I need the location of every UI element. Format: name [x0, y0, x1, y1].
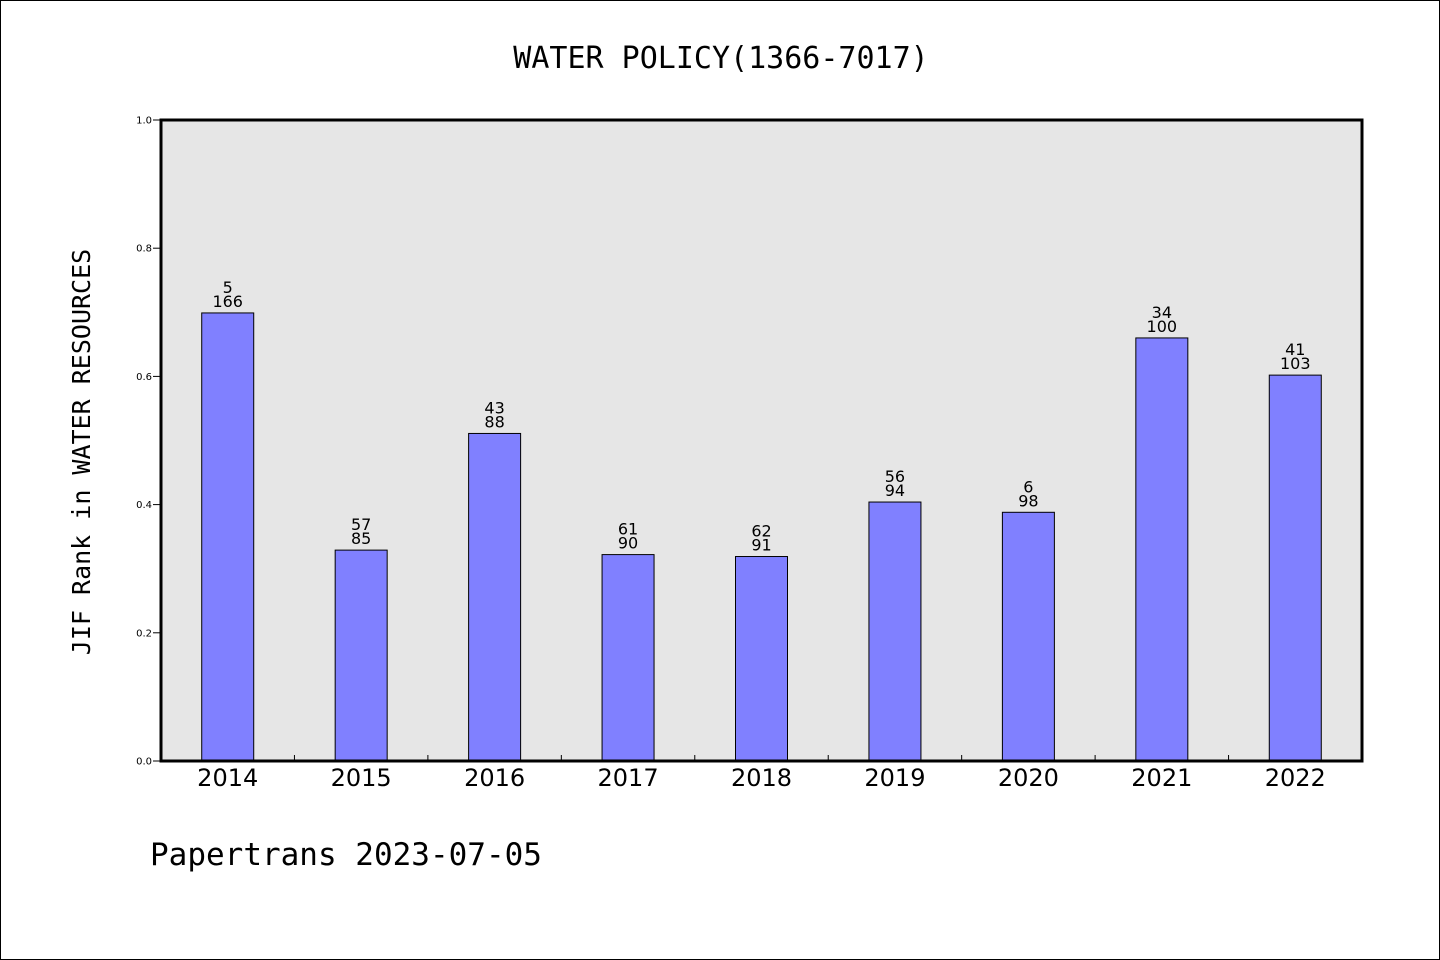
y-tick-label: 0.4 — [136, 500, 152, 511]
data-label-rank: 5 — [223, 278, 233, 297]
bar-2019 — [868, 501, 922, 762]
x-axis-ticks: 2014 2015 2016 2017 2018 2019 2020 2021 2022 — [197, 755, 1326, 792]
y-tick-label: 1.0 — [136, 116, 152, 127]
data-label-total: 88 — [484, 412, 504, 431]
x-tick-label: 2019 — [864, 764, 925, 792]
bar-2017 — [601, 554, 655, 762]
bar-2016 — [468, 432, 522, 762]
x-tick-label: 2022 — [1265, 764, 1326, 792]
y-tick-label: 0.0 — [136, 757, 152, 768]
x-tick-label: 2020 — [998, 764, 1059, 792]
data-label-total: 94 — [885, 481, 905, 500]
data-label-rank: 34 — [1152, 303, 1172, 322]
x-tick-label: 2014 — [197, 764, 258, 792]
data-label-rank: 41 — [1285, 340, 1305, 359]
data-label-rank: 62 — [751, 522, 771, 541]
y-tick-label: 0.2 — [136, 628, 152, 639]
bar-2021 — [1135, 337, 1189, 762]
bar-2018 — [735, 556, 788, 762]
data-label-rank: 43 — [484, 398, 504, 417]
data-label-total: 90 — [618, 534, 638, 553]
bar-2014 — [201, 312, 255, 762]
data-label-rank: 56 — [885, 467, 905, 486]
y-tick-label: 0.8 — [136, 244, 152, 255]
data-label-rank: 57 — [351, 515, 371, 534]
y-axis-label: JIF Rank in WATER RESOURCES — [67, 249, 96, 655]
data-label-total: 98 — [1018, 491, 1038, 510]
data-label-total: 103 — [1280, 354, 1311, 373]
data-label-rank: 61 — [618, 520, 638, 539]
data-label-total: 166 — [212, 292, 243, 311]
x-tick-label: 2016 — [464, 764, 525, 792]
data-label-total: 100 — [1147, 317, 1178, 336]
y-axis-ticks: 0.0 0.2 0.4 0.6 0.8 1.0 — [136, 116, 161, 768]
chart-title: WATER POLICY(1366-7017) — [513, 41, 928, 76]
plot-border — [159, 118, 1364, 763]
y-tick-label: 0.6 — [136, 372, 152, 383]
x-tick-label: 2015 — [331, 764, 392, 792]
data-label-total: 85 — [351, 529, 371, 548]
x-tick-label: 2021 — [1131, 764, 1192, 792]
bar-2020 — [1001, 511, 1055, 762]
bars — [201, 312, 1322, 762]
data-label-total: 91 — [751, 536, 771, 555]
bar-2015 — [334, 549, 388, 762]
bar-2022 — [1268, 374, 1322, 762]
x-tick-label: 2018 — [731, 764, 792, 792]
x-tick-label: 2017 — [598, 764, 659, 792]
data-label-rank: 6 — [1023, 477, 1033, 496]
footer-credit: Papertrans 2023-07-05 — [150, 837, 542, 873]
